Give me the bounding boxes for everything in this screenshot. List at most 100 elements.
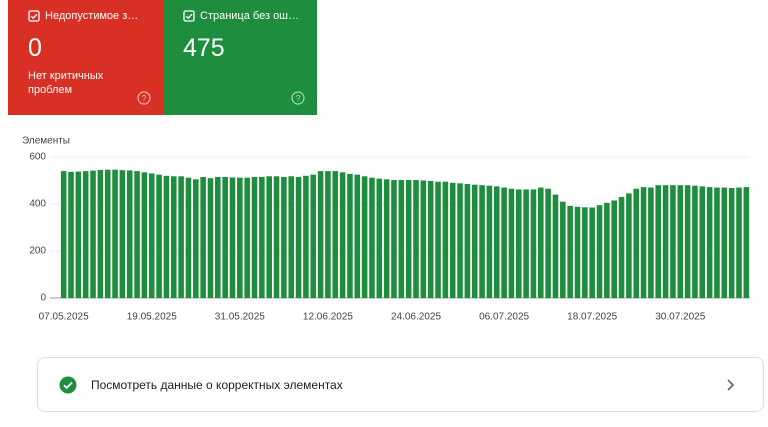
bar xyxy=(156,174,162,298)
bar xyxy=(626,193,632,298)
checkbox-icon xyxy=(183,10,195,22)
bar xyxy=(170,176,177,298)
bar xyxy=(60,171,67,298)
error-card[interactable]: Недопустимое з… 0 Нет критичных проблем … xyxy=(8,0,163,115)
bar xyxy=(611,200,617,298)
bar xyxy=(486,185,493,298)
bar xyxy=(104,169,111,298)
bar xyxy=(523,189,529,298)
bar xyxy=(633,188,640,298)
bar xyxy=(442,181,449,298)
bar xyxy=(178,176,184,298)
valid-items-link[interactable]: Посмотреть данные о корректных элементах xyxy=(37,357,764,412)
x-tick-label: 31.05.2025 xyxy=(215,312,265,323)
bar xyxy=(266,176,272,298)
bar xyxy=(251,176,258,298)
bar xyxy=(640,187,647,298)
bar xyxy=(405,180,412,298)
help-icon[interactable]: ? xyxy=(137,91,151,105)
help-icon[interactable]: ? xyxy=(291,91,305,105)
bar xyxy=(82,171,89,298)
bar xyxy=(684,185,691,298)
bar xyxy=(75,171,82,298)
bar xyxy=(361,176,368,298)
bar xyxy=(538,187,544,298)
bar xyxy=(222,176,228,298)
bar xyxy=(281,176,287,298)
bar xyxy=(68,171,74,298)
bar xyxy=(259,176,265,298)
bar xyxy=(126,170,133,298)
bar xyxy=(582,207,588,298)
card-value: 475 xyxy=(183,34,225,62)
x-tick-label: 24.06.2025 xyxy=(391,312,441,323)
bar xyxy=(391,180,397,298)
bar xyxy=(530,189,537,298)
bar xyxy=(449,182,456,298)
x-tick-label: 30.07.2025 xyxy=(655,312,705,323)
svg-text:?: ? xyxy=(295,94,300,104)
bar xyxy=(369,177,375,298)
bar xyxy=(229,177,236,298)
bar xyxy=(413,180,419,298)
bar xyxy=(501,187,507,298)
bar xyxy=(288,176,295,298)
bar xyxy=(310,174,317,298)
chart: Элементы 0 200 400 600 07.05.2025 19.05.2025 3… xyxy=(22,136,750,323)
bar xyxy=(193,179,199,298)
bar xyxy=(200,176,206,298)
bar xyxy=(237,177,243,298)
bar xyxy=(648,187,654,298)
bar xyxy=(317,171,324,298)
x-tick-label: 18.07.2025 xyxy=(567,312,617,323)
bar xyxy=(677,185,684,298)
card-title-row: Недопустимое з… xyxy=(28,10,149,22)
bar xyxy=(464,184,471,298)
x-tick-label: 12.06.2025 xyxy=(303,312,353,323)
y-tick-label: 400 xyxy=(29,199,46,210)
bar xyxy=(134,171,140,298)
bar xyxy=(383,179,390,298)
card-title: Страница без ош… xyxy=(200,10,300,22)
bar xyxy=(215,176,221,298)
x-tick-label: 19.05.2025 xyxy=(127,312,177,323)
bar xyxy=(325,171,331,298)
check-icon xyxy=(59,376,77,393)
bar xyxy=(303,175,309,298)
link-text: Посмотреть данные о корректных элементах xyxy=(91,377,343,392)
card-value: 0 xyxy=(28,34,42,62)
y-tick-label: 200 xyxy=(29,246,46,257)
bar xyxy=(736,187,742,298)
bar xyxy=(699,186,706,298)
x-tick-label: 07.05.2025 xyxy=(39,312,89,323)
bar xyxy=(148,173,155,298)
bar xyxy=(273,176,280,298)
valid-card[interactable]: Страница без ош… 475 ? xyxy=(163,0,317,115)
bar xyxy=(670,185,676,298)
bar xyxy=(244,177,250,298)
bar xyxy=(493,186,500,298)
x-tick-label: 06.07.2025 xyxy=(479,312,529,323)
bar xyxy=(354,174,361,298)
bar xyxy=(97,169,104,298)
bar xyxy=(552,194,559,298)
bar xyxy=(420,180,427,298)
bar xyxy=(596,205,603,298)
bar xyxy=(207,178,214,298)
bar xyxy=(515,189,522,298)
bar xyxy=(332,171,339,298)
bar xyxy=(545,188,551,298)
bar xyxy=(295,176,302,298)
bar xyxy=(112,169,118,298)
bar xyxy=(141,172,148,298)
bar xyxy=(435,181,441,298)
bar xyxy=(655,185,662,298)
bar xyxy=(662,185,669,298)
chevron-icon xyxy=(727,378,735,391)
bar xyxy=(427,180,434,298)
bar xyxy=(376,178,383,298)
card-subtitle: Нет критичных проблем xyxy=(28,70,104,96)
bar xyxy=(119,170,126,298)
bar xyxy=(574,206,581,298)
bar xyxy=(508,188,515,298)
